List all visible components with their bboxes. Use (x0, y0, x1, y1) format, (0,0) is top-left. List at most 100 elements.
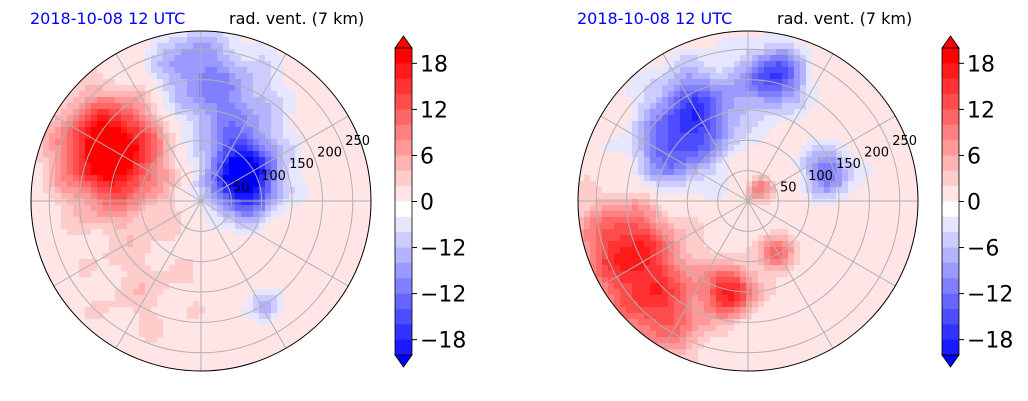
field-cell (115, 229, 122, 236)
field-cell (578, 175, 585, 182)
field-cell (289, 127, 296, 134)
field-cell (283, 91, 290, 98)
field-cell (181, 319, 188, 326)
grid-spoke (662, 200, 749, 349)
field-cell (349, 133, 356, 140)
field-cell (686, 241, 693, 248)
field-cell (854, 175, 861, 182)
field-cell (241, 229, 248, 236)
field-cell (199, 355, 206, 362)
field-cell (638, 265, 645, 272)
field-cell (205, 133, 212, 140)
field-cell (259, 55, 266, 62)
field-cell (85, 241, 92, 248)
field-cell (235, 55, 242, 62)
field-cell (181, 31, 188, 38)
field-cell (626, 283, 633, 290)
field-cell (97, 253, 104, 260)
field-cell (746, 229, 753, 236)
field-cell (73, 157, 80, 164)
field-cell (133, 223, 140, 230)
field-cell (241, 175, 248, 182)
field-cell (169, 325, 176, 332)
field-cell (127, 133, 134, 140)
field-cell (890, 193, 897, 200)
field-cell (97, 259, 104, 266)
field-cell (740, 343, 747, 350)
field-cell (704, 163, 711, 170)
field-cell (644, 103, 651, 110)
field-cell (151, 247, 158, 254)
field-cell (163, 307, 170, 314)
field-cell (175, 367, 182, 371)
field-cell (97, 109, 104, 116)
field-cell (794, 163, 801, 170)
field-cell (79, 145, 86, 152)
field-cell (872, 301, 879, 308)
field-cell (638, 85, 645, 92)
field-cell (115, 145, 122, 152)
polar-outline (577, 30, 919, 372)
colorbar-bin (942, 140, 959, 156)
field-cell (199, 115, 206, 122)
field-cell (794, 85, 801, 92)
field-cell (644, 67, 651, 74)
field-cell (650, 277, 657, 284)
field-cell (97, 79, 104, 86)
field-cell (253, 67, 260, 74)
field-cell (205, 91, 212, 98)
field-cell (247, 187, 254, 194)
field-cell (614, 115, 621, 122)
field-cell (43, 187, 50, 194)
field-cell (704, 133, 711, 140)
field-cell (79, 259, 86, 266)
field-cell (163, 295, 170, 302)
field-cell (121, 325, 128, 332)
field-cell (800, 175, 807, 182)
field-cell (49, 211, 56, 218)
field-cell (704, 283, 711, 290)
field-cell (620, 229, 627, 236)
field-cell (229, 73, 236, 80)
field-cell (794, 91, 801, 98)
field-cell (668, 253, 675, 260)
field-cell (319, 253, 326, 260)
field-cell (205, 157, 212, 164)
field-cell (61, 229, 68, 236)
field-cell (193, 337, 200, 344)
field-cell (127, 115, 134, 122)
field-cell (770, 271, 777, 278)
field-cell (632, 331, 639, 338)
field-cell (668, 301, 675, 308)
field-cell (842, 175, 849, 182)
field-cell (241, 73, 248, 80)
field-cell (872, 247, 879, 254)
field-cell (704, 277, 711, 284)
field-cell (199, 37, 206, 44)
field-cell (169, 91, 176, 98)
field-cell (770, 61, 777, 68)
field-cell (668, 229, 675, 236)
field-cell (782, 247, 789, 254)
field-cell (271, 151, 278, 158)
field-cell (103, 199, 110, 206)
field-cell (776, 181, 783, 188)
field-cell (181, 91, 188, 98)
field-cell (842, 151, 849, 158)
field-cell (289, 253, 296, 260)
field-cell (229, 109, 236, 116)
field-cell (169, 73, 176, 80)
field-cell (163, 169, 170, 176)
field-cell (127, 67, 134, 74)
field-cell (656, 349, 663, 356)
field-cell (79, 277, 86, 284)
field-cell (217, 139, 224, 146)
field-cell (608, 205, 615, 212)
field-cell (211, 31, 218, 38)
field-cell (728, 121, 735, 128)
field-cell (349, 247, 356, 254)
field-cell (698, 301, 705, 308)
field-cell (806, 217, 813, 224)
field-cell (740, 37, 747, 44)
field-cell (157, 37, 164, 44)
